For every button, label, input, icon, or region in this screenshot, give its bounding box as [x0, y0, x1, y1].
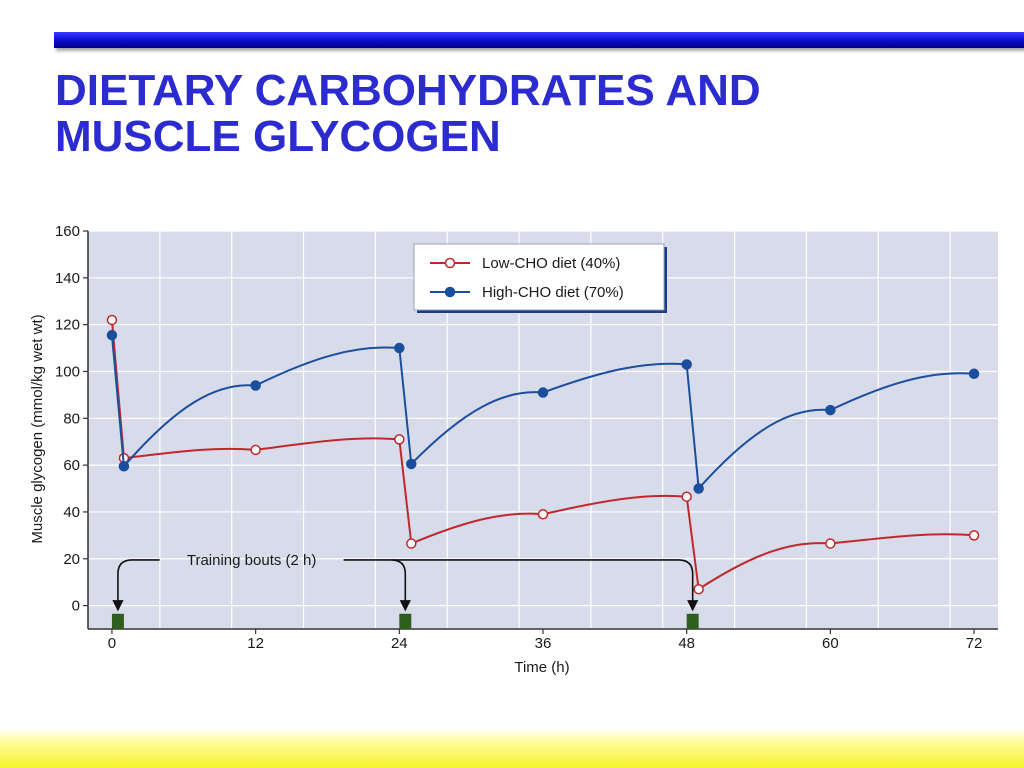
data-point — [681, 491, 692, 502]
data-point — [681, 359, 692, 370]
y-tick-label: 60 — [63, 457, 80, 474]
training-bouts-label: Training bouts (2 h) — [187, 552, 317, 569]
data-point — [968, 530, 980, 541]
x-tick-label: 0 — [108, 635, 116, 652]
data-point — [406, 458, 417, 470]
y-tick-label: 120 — [55, 317, 80, 334]
series-high-cho — [106, 329, 980, 494]
data-point — [106, 314, 118, 326]
series-low-cho — [106, 314, 980, 595]
y-tick-label: 0 — [72, 598, 80, 615]
title-accent-bar — [54, 32, 1024, 48]
y-axis-label: Muscle glycogen (mmol/kg wet wt) — [29, 314, 46, 543]
training-annotation: Training bouts (2 h) — [111, 552, 699, 629]
legend: Low-CHO diet (40%) High-CHO diet (70%) — [413, 243, 667, 313]
training-bout-bar — [399, 613, 412, 629]
data-point — [106, 329, 118, 341]
y-tick-label: 80 — [63, 410, 80, 427]
training-bout-bar — [111, 613, 124, 629]
x-tick-label: 24 — [391, 635, 408, 652]
data-point — [825, 404, 836, 416]
data-point — [250, 444, 261, 456]
x-tick-label: 48 — [678, 635, 695, 652]
legend-box — [413, 243, 665, 311]
y-tick-label: 160 — [55, 223, 80, 240]
data-point — [394, 342, 405, 354]
data-point — [250, 380, 261, 391]
slide-title-line-1: DIETARY CARBOHYDRATES AND — [55, 66, 761, 115]
training-arrow — [112, 559, 160, 612]
data-point — [968, 368, 980, 380]
slide-title: DIETARY CARBOHYDRATES AND MUSCLE GLYCOGE… — [55, 68, 761, 160]
x-axis-label: Time (h) — [514, 659, 569, 676]
bottom-gradient-band — [0, 728, 1024, 768]
slide-title-line-2: MUSCLE GLYCOGEN — [55, 112, 501, 161]
axes: 0 20 40 60 80 100 120 140 160 0 12 24 36 48 60 72 — [55, 223, 998, 652]
legend-entry-label: Low-CHO diet (40%) — [482, 255, 620, 272]
legend-marker — [444, 257, 456, 269]
data-point — [825, 538, 836, 549]
y-tick-label: 20 — [63, 551, 80, 568]
series-layer — [106, 314, 980, 595]
x-tick-label: 36 — [535, 635, 552, 652]
training-arrow — [391, 559, 699, 612]
data-point — [537, 509, 549, 520]
data-point — [394, 434, 405, 445]
x-tick-label: 12 — [247, 635, 264, 652]
training-bout-bar — [686, 613, 699, 629]
y-tick-label: 100 — [55, 363, 80, 380]
x-tick-label: 60 — [822, 635, 839, 652]
data-point — [537, 387, 549, 398]
data-point — [693, 583, 704, 595]
y-tick-label: 40 — [63, 504, 80, 521]
data-point — [118, 461, 130, 472]
data-point — [693, 483, 704, 494]
data-point — [406, 538, 417, 549]
legend-entry-label: High-CHO diet (70%) — [482, 284, 624, 301]
legend-marker — [444, 286, 456, 298]
x-tick-label: 72 — [966, 635, 983, 652]
y-tick-label: 140 — [55, 270, 80, 287]
